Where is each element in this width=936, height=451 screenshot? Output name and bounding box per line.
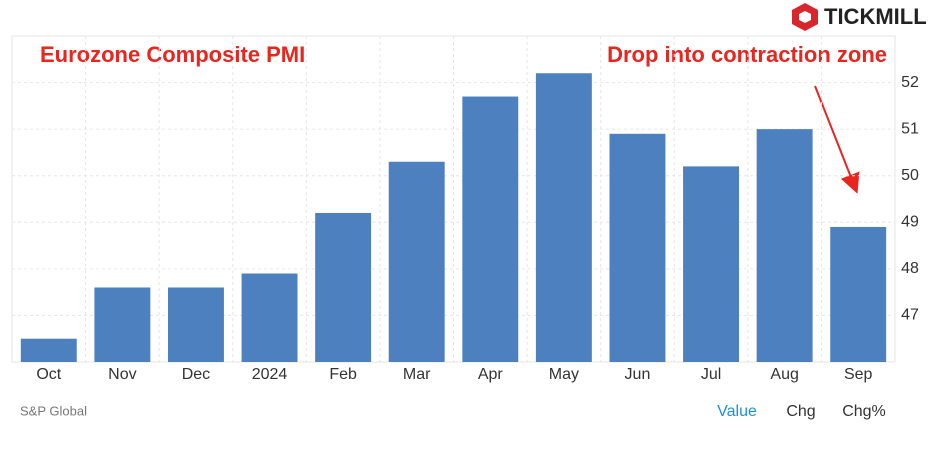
bar — [315, 212, 372, 362]
bar — [20, 338, 77, 362]
bar — [167, 287, 224, 362]
bar — [535, 73, 592, 362]
y-tick-label: 51 — [901, 120, 919, 137]
x-tick-label: Mar — [403, 366, 431, 383]
x-tick-label: Sep — [844, 366, 873, 383]
brand: TICKMILL — [824, 4, 927, 29]
y-tick-label: 52 — [901, 74, 919, 91]
bar — [94, 287, 151, 362]
x-tick-label: Nov — [108, 366, 136, 383]
y-tick-label: 47 — [901, 307, 919, 324]
chart-title: Eurozone Composite PMI — [40, 42, 305, 67]
bar — [241, 273, 298, 362]
x-tick-label: 2024 — [252, 366, 288, 383]
bar — [609, 133, 666, 362]
annotation: Drop into contraction zone — [607, 42, 887, 67]
bar — [683, 166, 740, 362]
x-tick-label: May — [549, 366, 579, 383]
bar — [830, 226, 887, 362]
source: S&P Global — [20, 403, 87, 418]
bar — [388, 161, 445, 362]
x-tick-label: Dec — [182, 366, 210, 383]
bar — [462, 96, 519, 363]
tab-chg-pct[interactable]: Chg% — [842, 403, 886, 420]
x-tick-label: Jul — [701, 366, 721, 383]
x-tick-label: Apr — [478, 366, 504, 383]
bar — [756, 129, 813, 362]
tab-value[interactable]: Value — [717, 403, 757, 420]
y-tick-label: 49 — [901, 214, 919, 231]
x-tick-label: Aug — [770, 366, 798, 383]
tab-chg[interactable]: Chg — [786, 403, 815, 420]
y-tick-label: 50 — [901, 167, 919, 184]
logo: TICKMILL — [792, 3, 927, 31]
y-tick-label: 48 — [901, 260, 919, 277]
x-tick-label: Oct — [36, 366, 61, 383]
x-tick-label: Jun — [625, 366, 651, 383]
x-tick-label: Feb — [329, 366, 357, 383]
